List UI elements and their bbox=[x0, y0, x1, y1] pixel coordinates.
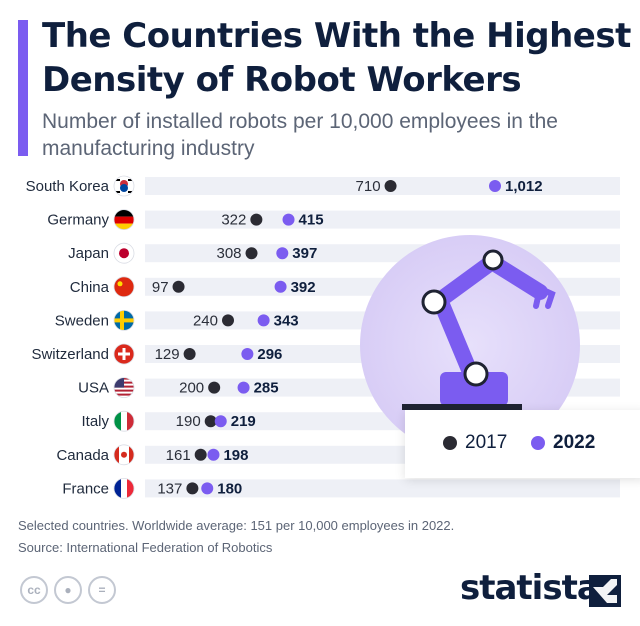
country-label: Switzerland bbox=[31, 346, 109, 363]
row-background bbox=[145, 177, 620, 195]
value-label-2022: 198 bbox=[223, 447, 248, 464]
source-note: Source: International Federation of Robo… bbox=[18, 540, 273, 555]
robot-arm bbox=[432, 254, 548, 380]
dot-2022 bbox=[201, 482, 214, 495]
dot-2022 bbox=[282, 213, 295, 226]
legend: 2017 2022 bbox=[405, 410, 640, 478]
country-label: China bbox=[70, 279, 110, 296]
chart-marks: South Korea 710 1,012 Germany 322 415 Japan 308… bbox=[26, 175, 543, 499]
value-label-2022: 392 bbox=[291, 279, 316, 296]
country-label: Canada bbox=[56, 447, 109, 464]
value-label-2017: 129 bbox=[155, 346, 180, 363]
dot-2017 bbox=[384, 180, 397, 192]
country-label: Sweden bbox=[55, 312, 109, 329]
value-label-2017: 137 bbox=[157, 480, 182, 497]
robot-gripper bbox=[527, 281, 556, 309]
license-icons: cc ● = bbox=[20, 576, 116, 604]
value-label-2017: 710 bbox=[356, 178, 381, 195]
legend-label-2022: 2022 bbox=[553, 432, 596, 453]
usa-flag-icon bbox=[113, 377, 135, 399]
canada-flag-icon bbox=[113, 444, 135, 466]
dot-2022 bbox=[207, 448, 220, 461]
dot-2017 bbox=[186, 482, 199, 495]
robot-joint-elbow bbox=[421, 289, 447, 315]
dot-2017 bbox=[194, 448, 207, 461]
dot-2022 bbox=[276, 247, 289, 260]
dot-2017 bbox=[183, 348, 196, 360]
value-label-2022: 180 bbox=[217, 480, 242, 497]
dot-2022 bbox=[214, 415, 227, 428]
title-accent-bar bbox=[18, 20, 28, 156]
legend-label-2017: 2017 bbox=[465, 432, 508, 453]
value-label-2022: 343 bbox=[274, 312, 299, 329]
attribution-icon[interactable]: ● bbox=[54, 576, 82, 604]
value-label-2022: 415 bbox=[299, 212, 324, 229]
chart-title: The Countries With the Highest Density o… bbox=[42, 16, 631, 100]
dot-2017 bbox=[208, 381, 221, 394]
footnote: Selected countries. Worldwide average: 1… bbox=[18, 518, 455, 533]
dot-2022 bbox=[257, 314, 270, 327]
legend-dot-2017 bbox=[443, 436, 457, 450]
statista-logo-mark-icon bbox=[589, 575, 621, 607]
country-label: Germany bbox=[47, 212, 109, 229]
germany-flag-icon bbox=[113, 209, 135, 231]
value-label-2022: 1,012 bbox=[505, 178, 543, 195]
dot-2017 bbox=[172, 280, 185, 293]
dot-2022 bbox=[241, 348, 254, 360]
country-label: France bbox=[62, 480, 109, 497]
country-label: USA bbox=[78, 380, 109, 397]
robot-base bbox=[440, 372, 508, 406]
value-label-2017: 190 bbox=[176, 413, 201, 430]
value-label-2022: 219 bbox=[231, 413, 256, 430]
legend-item-2017: 2017 bbox=[443, 432, 507, 454]
chart-subtitle: Number of installed robots per 10,000 em… bbox=[42, 110, 558, 160]
robot-platform bbox=[402, 404, 522, 410]
robot-arm-illustration bbox=[360, 235, 580, 455]
dot-2022 bbox=[274, 280, 287, 293]
dot-2017 bbox=[245, 247, 258, 260]
country-label: Italy bbox=[81, 413, 109, 430]
dot-2017 bbox=[250, 213, 263, 226]
robot-joint-base bbox=[463, 361, 489, 387]
value-label-2017: 322 bbox=[221, 212, 246, 229]
france-flag-icon bbox=[113, 477, 135, 499]
value-label-2017: 161 bbox=[166, 447, 191, 464]
no-derivatives-icon[interactable]: = bbox=[88, 576, 116, 604]
country-label: Japan bbox=[68, 245, 109, 262]
dot-2017 bbox=[204, 415, 217, 428]
value-label-2017: 97 bbox=[152, 279, 169, 296]
italy-flag-icon bbox=[113, 410, 135, 432]
value-label-2022: 397 bbox=[292, 245, 317, 262]
value-label-2017: 308 bbox=[216, 245, 241, 262]
sweden-flag-icon bbox=[113, 309, 135, 331]
dot-2017 bbox=[222, 314, 235, 327]
legend-dot-2022 bbox=[531, 436, 545, 450]
legend-item-2022: 2022 bbox=[531, 432, 595, 454]
china-flag-icon bbox=[113, 276, 135, 298]
south-korea-flag-icon bbox=[113, 175, 135, 197]
dot-2022 bbox=[237, 381, 250, 394]
dot-2022 bbox=[489, 180, 501, 192]
country-label: South Korea bbox=[26, 178, 110, 195]
japan-flag-icon bbox=[113, 242, 135, 264]
value-label-2022: 285 bbox=[254, 380, 279, 397]
value-label-2017: 200 bbox=[179, 380, 204, 397]
value-label-2017: 240 bbox=[193, 312, 218, 329]
value-label-2022: 296 bbox=[257, 346, 282, 363]
row-background bbox=[145, 210, 620, 229]
row-background bbox=[145, 479, 620, 498]
statista-logo[interactable]: statista bbox=[460, 568, 600, 608]
switzerland-flag-icon bbox=[113, 343, 135, 365]
robot-joint-wrist bbox=[482, 249, 504, 271]
cc-icon[interactable]: cc bbox=[20, 576, 48, 604]
